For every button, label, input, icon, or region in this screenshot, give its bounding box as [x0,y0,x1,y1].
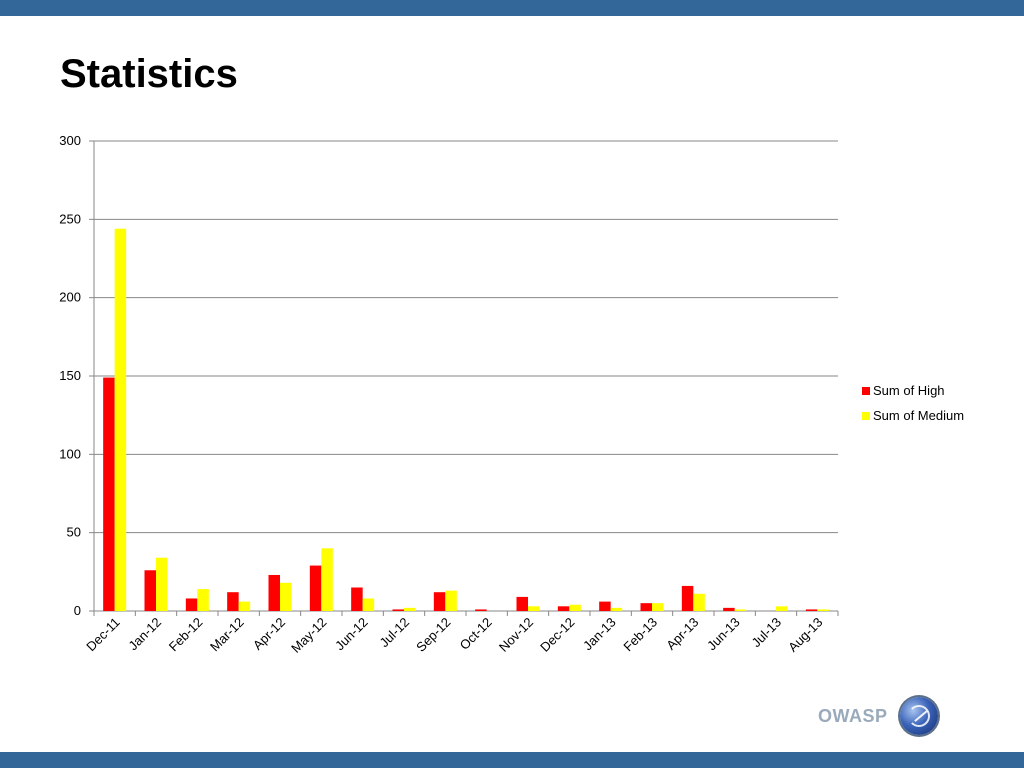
bar-medium-Dec-11 [114,228,127,611]
x-tick-label-Sep-12: Sep-12 [413,615,453,655]
x-tick-label-Apr-13: Apr-13 [663,615,701,653]
bar-high-May-12 [309,565,322,611]
bar-high-Jan-12 [144,570,156,611]
bar-medium-Sep-12 [445,590,457,611]
x-tick-label-Aug-13: Aug-13 [785,615,825,655]
owasp-logo: OWASP [818,697,938,735]
bottom-banner-bar [0,752,1024,768]
y-tick-label: 300 [59,133,81,148]
legend-item-high: Sum of High [862,378,964,403]
x-tick-label-Jan-12: Jan-12 [125,615,164,654]
bar-high-Mar-12 [227,592,239,611]
bar-high-Jan-13 [599,601,611,611]
x-tick-label-Feb-12: Feb-12 [166,615,206,655]
bar-medium-Dec-12 [569,604,581,611]
x-tick-label-Jul-13: Jul-13 [748,615,784,651]
bar-high-Apr-13 [681,585,694,611]
y-tick-label: 50 [67,525,81,540]
bar-medium-Jun-12 [362,598,375,611]
slide-title: Statistics [60,52,238,96]
bar-medium-Feb-12 [197,589,209,611]
legend-label-medium: Sum of Medium [873,408,965,423]
x-tick-label-Nov-12: Nov-12 [496,615,536,655]
bar-high-Sep-12 [433,592,446,611]
bar-high-Feb-13 [640,603,652,611]
bar-medium-Nov-12 [528,606,540,611]
x-tick-label-Feb-13: Feb-13 [620,615,660,655]
x-tick-label-Oct-12: Oct-12 [457,615,495,653]
x-tick-label-Apr-12: Apr-12 [250,615,288,653]
bar-high-Jun-13 [723,607,735,611]
bar-medium-Jan-13 [610,607,623,611]
x-tick-label-Jun-12: Jun-12 [332,615,371,654]
x-tick-label-Dec-11: Dec-11 [83,615,123,655]
bar-high-Apr-12 [268,574,280,611]
bar-high-Jul-12 [392,609,404,611]
bar-medium-Aug-13 [817,609,829,611]
legend-swatch-medium [862,411,870,420]
bar-high-Jun-12 [351,587,363,611]
bar-medium-Jul-12 [404,607,416,611]
x-tick-label-May-12: May-12 [288,615,329,656]
legend-swatch-high [862,386,870,395]
chart-legend: Sum of High Sum of Medium [862,378,964,428]
x-tick-label-Jan-13: Jan-13 [580,615,619,654]
y-tick-label: 200 [59,290,81,305]
logo-text: OWASP [818,705,888,726]
bar-medium-Jun-13 [734,609,747,611]
bar-medium-Apr-12 [280,582,292,611]
x-tick-label-Mar-12: Mar-12 [207,615,247,655]
x-tick-label-Jul-12: Jul-12 [376,615,412,651]
bar-medium-Jan-12 [156,557,168,611]
x-tick-label-Dec-12: Dec-12 [537,615,577,655]
bar-high-Feb-12 [185,598,198,611]
y-tick-label: 150 [59,368,81,383]
legend-label-high: Sum of High [873,383,945,398]
bar-high-Nov-12 [516,596,528,611]
bar-high-Dec-12 [557,606,570,611]
x-tick-label-Jun-13: Jun-13 [704,615,743,654]
bar-medium-Mar-12 [238,601,251,611]
top-banner-bar [0,0,1024,16]
bar-medium-Feb-13 [652,603,664,611]
legend-item-medium: Sum of Medium [862,403,964,428]
bar-medium-Jul-13 [776,606,788,611]
bar-high-Dec-11 [103,377,115,611]
y-tick-label: 0 [74,603,81,618]
owasp-globe-icon [899,697,938,735]
y-tick-label: 100 [59,446,81,461]
bar-high-Aug-13 [805,609,818,611]
bar-medium-Apr-13 [693,593,705,611]
y-tick-label: 250 [59,211,81,226]
bar-high-Oct-12 [475,609,487,611]
bar-medium-May-12 [321,548,333,611]
